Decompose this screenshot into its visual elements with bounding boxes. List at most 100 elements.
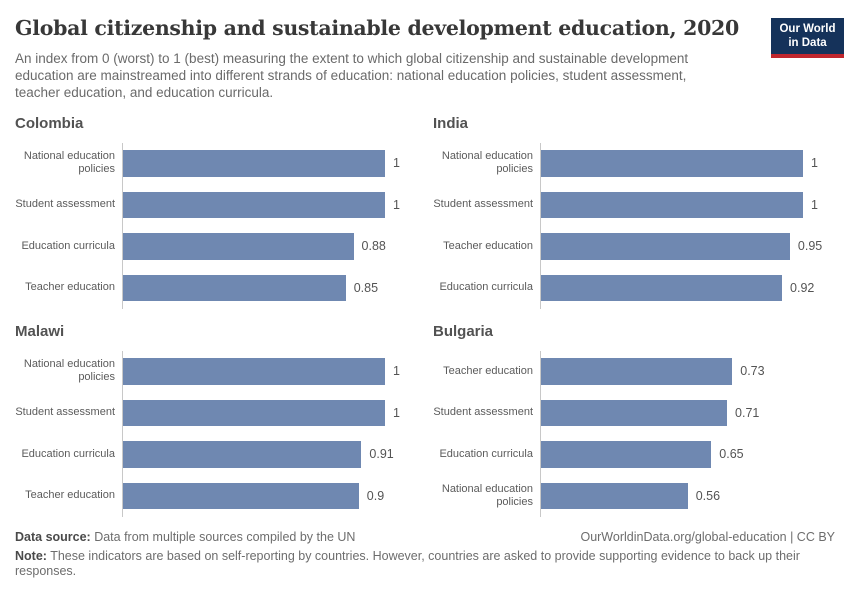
chart-subtitle: An index from 0 (worst) to 1 (best) meas… (15, 50, 689, 101)
bar-category-label: Education curricula (21, 239, 115, 252)
bar-value-label: 1 (811, 197, 818, 212)
note-label: Note: (15, 548, 47, 563)
bar[interactable] (123, 441, 362, 468)
bar-track: 0.9 (122, 475, 421, 517)
bar-row: National education policies 0.56 (433, 475, 846, 517)
bar-track: 0.95 (540, 225, 846, 268)
bar-category-label: Education curricula (439, 447, 533, 460)
bar-row: Teacher education 0.95 (433, 225, 846, 268)
bar-row: Teacher education 0.85 (15, 267, 421, 309)
bar-value-label: 0.92 (790, 280, 815, 295)
bar[interactable] (123, 191, 385, 219)
bar[interactable] (541, 150, 803, 177)
bar-track: 0.92 (540, 267, 846, 309)
chart-header: Global citizenship and sustainable devel… (0, 0, 850, 102)
panels-grid: Colombia National education policies 1 Stud… (0, 114, 850, 517)
bar-row: National education policies 1 (15, 142, 421, 185)
chart-footer: Data source: Data from multiple sources … (0, 530, 850, 580)
data-source-label: Data source: (15, 529, 91, 544)
bar-category-label: Teacher education (25, 489, 115, 502)
bar-category-label: Student assessment (433, 198, 533, 211)
bar[interactable] (123, 358, 385, 385)
footer-source-line: Data source: Data from multiple sources … (15, 530, 835, 544)
bar-value-label: 0.73 (740, 364, 765, 379)
data-source-text: Data from multiple sources compiled by t… (90, 529, 356, 544)
bar[interactable] (541, 358, 733, 385)
owid-logo: Our World in Data (771, 18, 844, 58)
bar[interactable] (123, 150, 385, 177)
panel-title: Bulgaria (433, 322, 494, 340)
bar[interactable] (123, 399, 385, 427)
owid-logo-line1: Our World (779, 23, 836, 35)
bar-track: 1 (122, 142, 421, 185)
bar-track: 1 (540, 142, 846, 185)
panel-india: India National education policies 1 Student… (425, 114, 850, 309)
bar-category-label: National education policies (441, 150, 533, 176)
bar-track: 0.88 (122, 225, 421, 268)
bar-value-label: 1 (811, 156, 818, 171)
bar-row: Education curricula 0.92 (433, 267, 846, 309)
bar-row: Education curricula 0.91 (15, 433, 421, 476)
bar-row: Education curricula 0.65 (433, 433, 846, 476)
bar-track: 1 (540, 184, 846, 226)
bar[interactable] (123, 482, 359, 510)
bar[interactable] (541, 482, 688, 510)
bar-category-label: Education curricula (439, 281, 533, 294)
panel-colombia: Colombia National education policies 1 Stud… (0, 114, 425, 309)
bar-value-label: 0.65 (719, 447, 744, 462)
bar-value-label: 0.85 (353, 280, 379, 295)
bar-category-label: Student assessment (15, 406, 115, 419)
bar-category-label: Teacher education (443, 239, 533, 252)
bar-category-label: National education policies (441, 482, 533, 508)
bar-value-label: 0.56 (695, 488, 721, 503)
bar-value-label: 0.95 (797, 239, 823, 254)
panel-title: India (433, 114, 469, 132)
note-text: These indicators are based on self-repor… (15, 548, 800, 579)
bar[interactable] (123, 233, 354, 260)
chart-title: Global citizenship and sustainable devel… (15, 16, 739, 40)
bar-track: 0.91 (122, 433, 421, 476)
panel-bulgaria: Bulgaria Teacher education 0.73 Student ass… (425, 322, 850, 517)
bar-value-label: 1 (393, 405, 400, 420)
bar-value-label: 0.9 (366, 488, 385, 503)
bar[interactable] (541, 191, 803, 219)
bar-value-label: 0.88 (361, 239, 386, 254)
footer-note: Note: These indicators are based on self… (15, 549, 835, 580)
bar-track: 0.85 (122, 267, 421, 309)
panel-title: Colombia (15, 114, 84, 132)
bar[interactable] (541, 399, 728, 427)
bar-category-label: Teacher education (25, 281, 115, 294)
bar-value-label: 1 (393, 364, 400, 379)
bar-track: 1 (122, 350, 421, 393)
bar-row: National education policies 1 (433, 142, 846, 185)
bar-row: Student assessment 1 (433, 184, 846, 226)
bar-track: 1 (122, 184, 421, 226)
bar-row: Teacher education 0.73 (433, 350, 846, 393)
bar[interactable] (123, 274, 346, 302)
bar-row: Student assessment 1 (15, 392, 421, 434)
bar-category-label: Student assessment (15, 198, 115, 211)
bar-row: Education curricula 0.88 (15, 225, 421, 268)
bar-track: 0.56 (540, 475, 846, 517)
bar-track: 0.71 (540, 392, 846, 434)
bar-value-label: 1 (393, 197, 400, 212)
bar-value-label: 0.71 (735, 405, 760, 420)
bar-row: Student assessment 0.71 (433, 392, 846, 434)
bar-value-label: 1 (393, 156, 400, 171)
bar-track: 0.65 (540, 433, 846, 476)
owid-logo-line2: in Data (788, 37, 827, 49)
bar-category-label: Teacher education (443, 364, 533, 377)
owid-url-link[interactable]: OurWorldinData.org/global-education | CC… (580, 529, 835, 544)
bar-category-label: Education curricula (21, 447, 115, 460)
bar[interactable] (541, 233, 790, 260)
bar-category-label: National education policies (23, 358, 115, 384)
bar-category-label: Student assessment (433, 406, 533, 419)
data-source: Data source: Data from multiple sources … (15, 530, 355, 544)
panel-malawi: Malawi National education policies 1 Studen… (0, 322, 425, 517)
bar-track: 1 (122, 392, 421, 434)
bar-track: 0.73 (540, 350, 846, 393)
bar[interactable] (541, 274, 783, 302)
bar[interactable] (541, 441, 712, 468)
bar-category-label: National education policies (23, 150, 115, 176)
